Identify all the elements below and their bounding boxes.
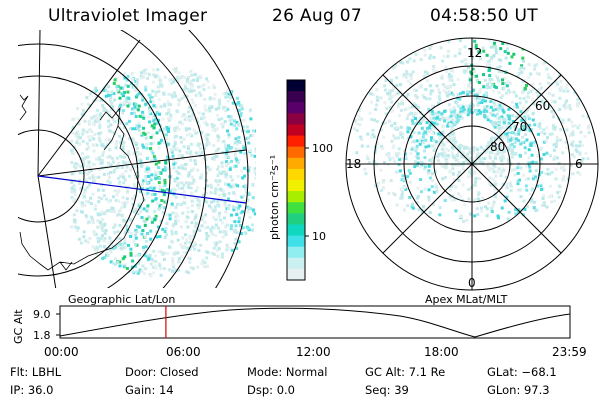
info-gain: Gain: 14 (125, 383, 174, 397)
mlt-label-0: 0 (468, 276, 476, 290)
info-ip: IP: 36.0 (10, 383, 54, 397)
alt-tick-1-8: 1.8 (33, 329, 51, 342)
info-glat: GLat: −68.1 (487, 365, 557, 379)
time-tick-2359: 23:59 (552, 345, 587, 359)
time-tick-18: 18:00 (424, 345, 459, 359)
info-door: Door: Closed (125, 365, 199, 379)
mlat-label-70: 70 (512, 120, 527, 134)
info-gc-alt: GC Alt: 7.1 Re (365, 365, 446, 379)
mlat-label-60: 60 (535, 99, 550, 113)
alt-tick-9: 9.0 (33, 308, 51, 321)
info-glon: GLon: 97.3 (487, 383, 550, 397)
colorbar-tick-10: 10 (312, 230, 326, 243)
polar-grid (345, 37, 599, 291)
time-tick-06: 06:00 (166, 345, 201, 359)
mlt-label-18: 18 (346, 157, 361, 171)
colorbar-unit-label: photon cm⁻²s⁻¹ (268, 155, 281, 240)
geographic-label: Geographic Lat/Lon (68, 293, 176, 306)
instrument-title: Ultraviolet Imager (48, 6, 208, 26)
image-time: 04:58:50 UT (430, 6, 538, 26)
terminator-line (37, 175, 247, 204)
alt-axis-label: GC Alt (12, 309, 25, 344)
geo-grid (18, 30, 249, 288)
altitude-curve (59, 307, 571, 338)
time-tick-12: 12:00 (296, 345, 331, 359)
apex-label: Apex MLat/MLT (425, 293, 508, 306)
mlt-label-6: 6 (575, 157, 583, 171)
mlt-label-12: 12 (467, 46, 482, 60)
time-tick-00: 00:00 (44, 345, 79, 359)
geo-aurora-image (70, 67, 256, 278)
info-mode: Mode: Normal (247, 365, 328, 379)
info-flt: Flt: LBHL (10, 365, 62, 379)
image-date: 26 Aug 07 (272, 6, 362, 26)
colorbar-tick-100: 100 (312, 142, 333, 155)
info-dsp: Dsp: 0.0 (247, 383, 295, 397)
coastline-outline (19, 94, 145, 271)
mlat-label-80: 80 (490, 140, 505, 154)
color-scale-gradient (287, 80, 305, 281)
info-seq: Seq: 39 (365, 383, 409, 397)
